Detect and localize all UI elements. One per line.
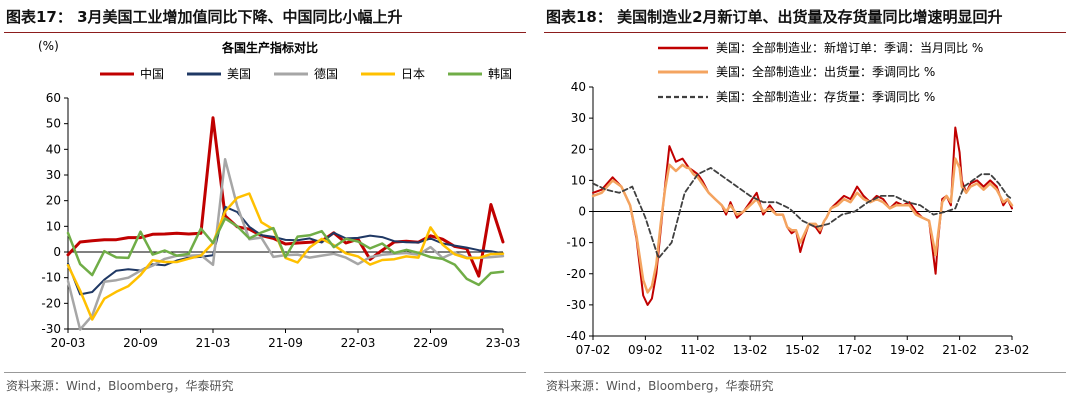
y-tick-label: -10 [566, 236, 586, 250]
figure-17-title-rule [4, 32, 526, 33]
figure-18-source: 资料来源：Wind，Bloomberg，华泰研究 [546, 379, 774, 393]
x-tick-label: 22-03 [341, 336, 376, 350]
y-tick-label: 10 [46, 219, 61, 233]
x-tick-label: 22-09 [413, 336, 448, 350]
figure-17-title: 图表17： 3月美国工业增加值同比下降、中国同比小幅上升 [6, 8, 403, 26]
legend-label-4: 韩国 [488, 66, 512, 81]
x-tick-label: 21-02 [942, 343, 977, 357]
figure-18-source-rule [544, 372, 1066, 373]
legend-label-0: 中国 [140, 66, 164, 81]
figure-18-panel: 图表18： 美国制造业2月新订单、出货量及存货量同比增速明显回升 40 30 20 1… [540, 0, 1080, 402]
x-tick-label: 21-03 [196, 336, 231, 350]
y-tick-label: 30 [46, 168, 61, 182]
y-tick-label: -20 [566, 267, 586, 281]
y-tick-label: 60 [46, 91, 61, 105]
x-tick-label: 11-02 [680, 343, 715, 357]
y-tick-label: -30 [566, 298, 586, 312]
y-tick-label: 40 [46, 142, 61, 156]
series-line-0 [66, 116, 505, 278]
series-line-2 [592, 166, 1013, 260]
legend-label-3: 日本 [401, 67, 425, 81]
legend-label-0: 美国：全部制造业：新增订单：季调：当月同比 % [716, 40, 983, 55]
figure-18-title-rule [544, 32, 1066, 33]
x-tick-label: 09-02 [628, 343, 663, 357]
x-tick-label: 23-02 [995, 343, 1030, 357]
x-tick-label: 20-03 [51, 336, 86, 350]
y-axis-unit: (%) [38, 39, 59, 53]
figure-17-source-rule [4, 372, 526, 373]
x-tick-label: 20-09 [123, 336, 158, 350]
x-tick-label: 19-02 [890, 343, 925, 357]
series-line-0 [592, 126, 1013, 306]
y-tick-label: 30 [571, 111, 586, 125]
y-tick-label: 50 [46, 117, 61, 131]
figure-17-panel: 图表17： 3月美国工业增加值同比下降、中国同比小幅上升 60 50 40 30 20 1… [4, 8, 526, 393]
x-tick-label: 21-09 [268, 336, 303, 350]
y-tick-label: 20 [46, 194, 61, 208]
y-tick-label: 20 [571, 142, 586, 156]
series-line-4 [66, 217, 505, 287]
x-tick-label: 13-02 [733, 343, 768, 357]
y-tick-label: 40 [571, 80, 586, 94]
x-tick-label: 17-02 [837, 343, 872, 357]
y-tick-label: 0 [578, 205, 586, 219]
legend-label-1: 美国 [227, 67, 251, 81]
chart-title: 各国生产指标对比 [221, 40, 318, 55]
x-tick-label: 15-02 [785, 343, 820, 357]
figure-17-source: 资料来源：Wind，Bloomberg，华泰研究 [6, 379, 234, 393]
figure-18-title: 图表18： 美国制造业2月新订单、出货量及存货量同比增速明显回升 [546, 8, 1003, 26]
legend-label-1: 美国：全部制造业：出货量：季调同比 % [716, 64, 935, 79]
legend-label-2: 美国：全部制造业：存货量：季调同比 % [716, 89, 935, 104]
y-tick-label: -40 [566, 329, 586, 343]
y-tick-label: -30 [41, 322, 61, 336]
y-tick-label: 0 [53, 245, 61, 259]
y-tick-label: 10 [571, 173, 586, 187]
x-tick-label: 23-03 [486, 336, 521, 350]
y-tick-label: -10 [41, 271, 61, 285]
y-tick-label: -20 [41, 296, 61, 310]
legend-label-2: 德国 [314, 66, 338, 81]
series-line-1 [591, 157, 1014, 294]
x-tick-label: 07-02 [576, 343, 611, 357]
